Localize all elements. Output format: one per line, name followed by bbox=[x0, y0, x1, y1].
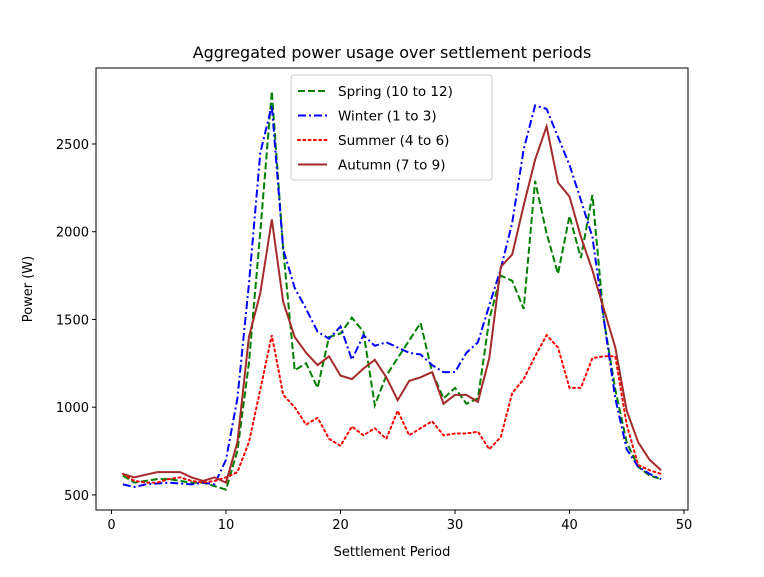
x-tick-label: 0 bbox=[107, 518, 115, 533]
series-layer bbox=[121, 91, 663, 491]
x-tick-label: 30 bbox=[447, 518, 464, 533]
y-tick-label: 1000 bbox=[56, 401, 89, 416]
y-axis-label: Power (W) bbox=[21, 256, 36, 322]
ticks-layer: 0 10 20 30 40 50 500 1000 1500 2000 2500 bbox=[56, 138, 692, 533]
series-line-winter bbox=[122, 104, 662, 489]
x-tick-label: 50 bbox=[676, 518, 693, 533]
legend-label: Summer (4 to 6) bbox=[338, 133, 449, 149]
series-line-spring bbox=[122, 91, 662, 491]
plot-frame bbox=[95, 67, 689, 511]
x-axis-label: Settlement Period bbox=[334, 545, 451, 560]
legend: Spring (10 to 12) Winter (1 to 3) Summer (… bbox=[290, 74, 493, 181]
x-tick-label: 20 bbox=[332, 518, 349, 533]
series-line-autumn bbox=[122, 122, 662, 484]
y-tick-label: 1500 bbox=[56, 313, 89, 328]
y-tick-label: 500 bbox=[64, 489, 89, 504]
y-tick-label: 2000 bbox=[56, 226, 89, 241]
legend-label: Winter (1 to 3) bbox=[338, 109, 437, 125]
x-tick-label: 40 bbox=[561, 518, 578, 533]
legend-label: Autumn (7 to 9) bbox=[338, 158, 446, 174]
legend-label: Spring (10 to 12) bbox=[338, 84, 453, 100]
series-line-summer bbox=[121, 333, 663, 484]
y-tick-label: 2500 bbox=[56, 138, 89, 153]
chart-title: Aggregated power usage over settlement p… bbox=[193, 43, 592, 62]
legend-box bbox=[290, 74, 493, 181]
x-tick-label: 10 bbox=[218, 518, 235, 533]
